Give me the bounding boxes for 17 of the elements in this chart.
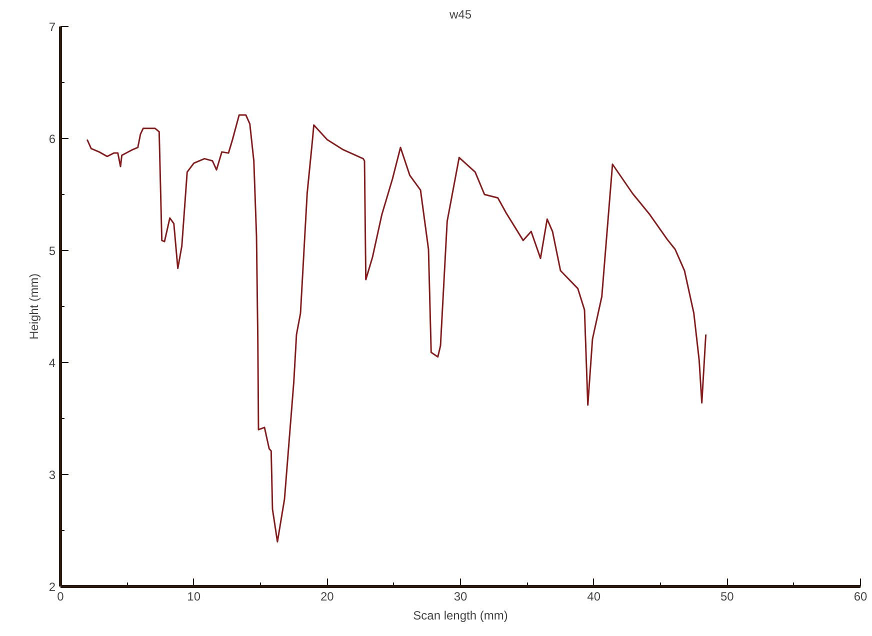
- y-tick-label: 7: [48, 20, 56, 34]
- x-tick-label: 40: [587, 590, 601, 604]
- x-tick-label: 60: [854, 590, 868, 604]
- y-tick-label: 2: [48, 580, 56, 594]
- line-series: [86, 114, 707, 542]
- chart-title: w45: [448, 8, 472, 22]
- x-tick-label: 0: [57, 590, 64, 604]
- y-tick-label: 3: [48, 468, 56, 482]
- x-tick-label: 20: [320, 590, 334, 604]
- y-axis-title: Height (mm): [26, 273, 41, 340]
- y-tick-label: 6: [48, 132, 56, 146]
- x-axis-title: Scan length (mm): [413, 608, 508, 622]
- x-tick-label: 50: [720, 590, 734, 604]
- y-tick-label: 5: [48, 244, 56, 258]
- y-tick-label: 4: [48, 356, 56, 370]
- x-tick-label: 10: [187, 590, 201, 604]
- x-tick-label: 30: [454, 590, 468, 604]
